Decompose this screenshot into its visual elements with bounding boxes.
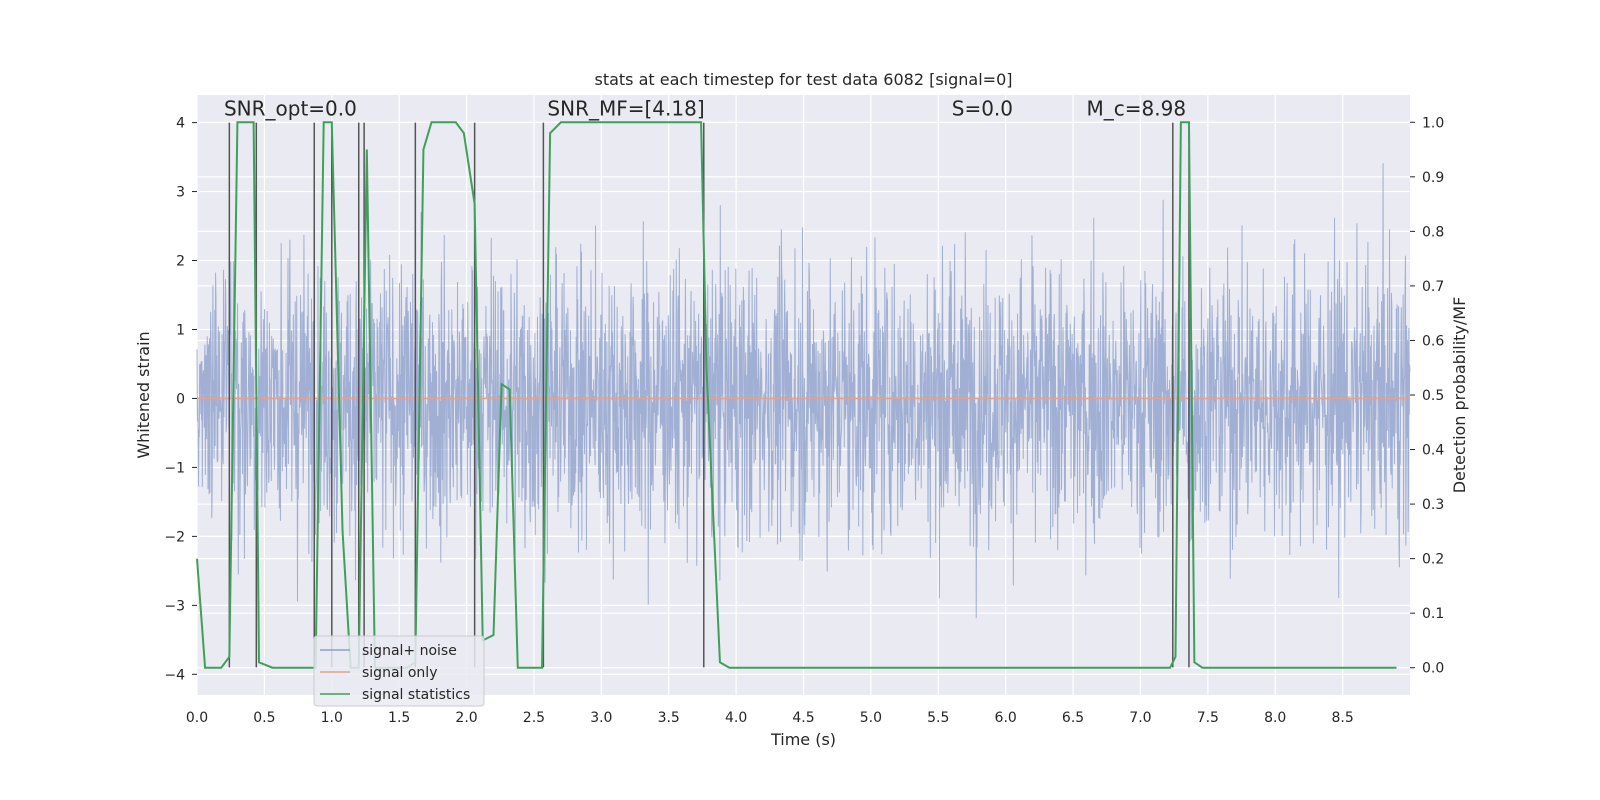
annotation-mc: M_c=8.98 — [1087, 97, 1187, 121]
x-tick-label: 1.5 — [388, 710, 410, 726]
y-right-tick-label: 0.1 — [1422, 606, 1444, 622]
y-tick-label: −2 — [164, 529, 185, 545]
x-tick-label: 2.0 — [455, 710, 477, 726]
y-tick-label: 4 — [176, 116, 185, 132]
y-right-tick-label: 0.8 — [1422, 224, 1444, 240]
y-right-tick-label: 0.3 — [1422, 497, 1444, 513]
y-right-tick-label: 0.6 — [1422, 333, 1444, 349]
legend-label-signal-noise: signal+ noise — [362, 643, 457, 659]
x-tick-label: 0.5 — [253, 710, 275, 726]
annotation-s: S=0.0 — [952, 97, 1013, 121]
x-tick-label: 8.0 — [1264, 710, 1286, 726]
x-tick-label: 3.5 — [658, 710, 680, 726]
x-tick-label: 5.5 — [927, 710, 949, 726]
y-right-tick-label: 0.5 — [1422, 388, 1444, 404]
y-right-tick-label: 0.0 — [1422, 661, 1444, 677]
y-right-tick-label: 0.2 — [1422, 552, 1444, 568]
y-tick-label: −4 — [164, 667, 185, 683]
x-tick-label: 6.5 — [1062, 710, 1084, 726]
x-tick-label: 7.0 — [1129, 710, 1151, 726]
x-axis-ticks: 0.0 0.5 1.0 1.5 2.0 2.5 3.0 3.5 4.0 4.5 5.0 5.5 6.0 6… — [186, 710, 1354, 726]
x-tick-label: 1.0 — [321, 710, 343, 726]
x-tick-label: 0.0 — [186, 710, 208, 726]
x-tick-label: 6.0 — [995, 710, 1017, 726]
y-axis-ticks: 4 3 2 1 0 −1 −2 −3 −4 — [164, 116, 197, 683]
legend-box — [313, 635, 485, 707]
signal-statistics-line — [196, 121, 1397, 669]
y-right-axis-ticks: 1.0 0.9 0.8 0.7 0.6 0.5 0.4 0.3 0.2 0.1 0.0 — [1410, 115, 1444, 677]
x-tick-label: 7.5 — [1197, 710, 1219, 726]
x-tick-label: 4.0 — [725, 710, 747, 726]
x-tick-label: 4.5 — [792, 710, 814, 726]
chart-title: stats at each timestep for test data 608… — [594, 70, 1012, 89]
annotation-snr-opt: SNR_opt=0.0 — [224, 97, 357, 121]
x-tick-label: 2.5 — [523, 710, 545, 726]
legend-label-signal-statistics: signal statistics — [362, 687, 470, 703]
y-tick-label: −3 — [164, 598, 185, 614]
x-tick-label: 8.5 — [1331, 710, 1353, 726]
x-axis-label: Time (s) — [770, 730, 836, 749]
y-right-tick-label: 1.0 — [1422, 115, 1444, 131]
y-right-axis-label: Detection probability/MF — [1450, 297, 1469, 494]
y-tick-label: 1 — [176, 322, 185, 338]
legend: signal+ noise signal only signal statist… — [313, 635, 485, 707]
y-axis-label: Whitened strain — [134, 331, 153, 458]
annotation-snr-mf: SNR_MF=[4.18] — [547, 97, 704, 121]
x-tick-label: 5.0 — [860, 710, 882, 726]
y-right-tick-label: 0.4 — [1422, 443, 1444, 459]
legend-label-signal-only: signal only — [362, 665, 437, 681]
y-right-tick-label: 0.7 — [1422, 279, 1444, 295]
y-tick-label: 2 — [176, 254, 185, 270]
y-tick-label: −1 — [164, 460, 185, 476]
noise-path — [196, 163, 1411, 619]
x-tick-label: 3.0 — [590, 710, 612, 726]
y-right-tick-label: 0.9 — [1422, 170, 1444, 186]
y-tick-label: 0 — [176, 391, 185, 407]
y-tick-label: 3 — [176, 185, 185, 201]
noise-trace — [196, 163, 1411, 619]
